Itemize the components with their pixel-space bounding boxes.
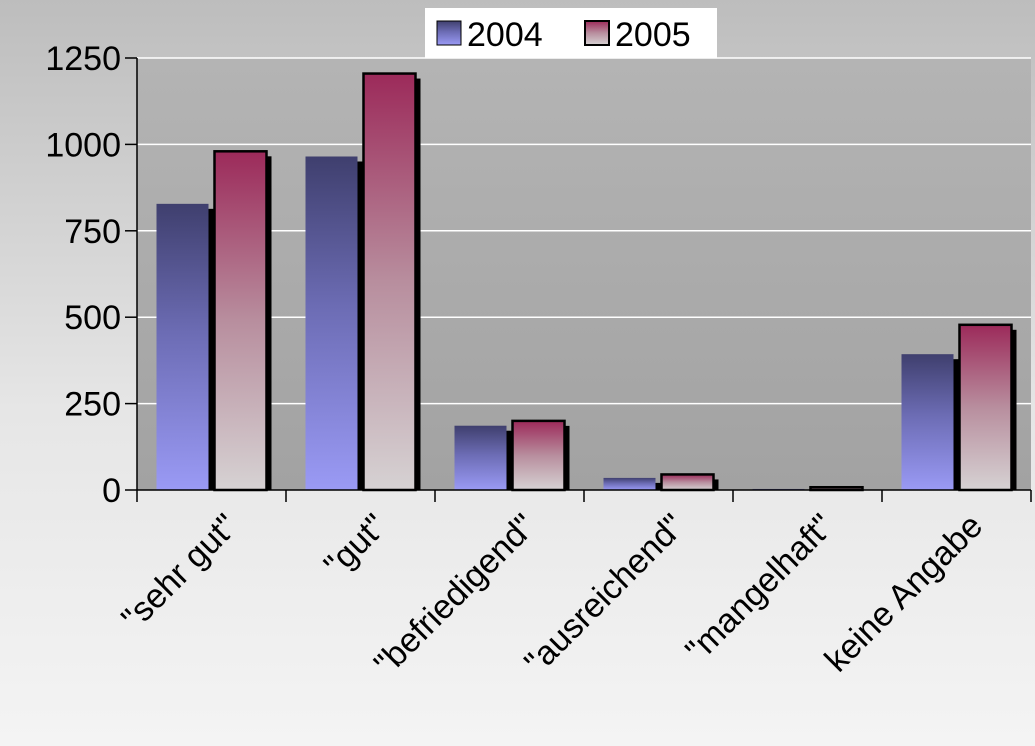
- x-axis-labels: "sehr gut" "gut""befriedigend""ausreichen…: [114, 507, 990, 683]
- bar-2005-2: [511, 419, 566, 492]
- x-category-label: "sehr gut": [114, 507, 245, 638]
- y-tick-label: 1000: [45, 126, 121, 164]
- legend-box: [425, 8, 717, 58]
- x-category-label: keine Angabe: [818, 507, 991, 680]
- legend: 2004 2005: [425, 8, 717, 58]
- bar-2004-5: [901, 354, 954, 490]
- bar-2004-2: [454, 425, 507, 490]
- bar-2004-1: [305, 156, 358, 490]
- y-axis-ticks: 0 250 500 750 1000 1250: [45, 40, 137, 510]
- bar-2004-0: [156, 203, 209, 490]
- x-category-label: "ausreichend": [517, 507, 692, 682]
- x-category-label: "mangelhaft": [678, 507, 841, 670]
- bar-2005-1: [362, 72, 417, 492]
- bar-2005-3: [660, 473, 715, 492]
- y-tick-label: 250: [64, 386, 121, 424]
- bars: [156, 72, 1017, 492]
- axes: [136, 58, 1032, 502]
- y-tick-label: 750: [64, 213, 121, 251]
- y-tick-label: 0: [102, 472, 121, 510]
- bar-2005-5: [958, 323, 1013, 492]
- x-category-label: "gut": [317, 507, 394, 584]
- legend-label-2004: 2004: [467, 16, 543, 54]
- legend-label-2005: 2005: [615, 16, 691, 54]
- y-tick-label: 1250: [45, 40, 121, 78]
- bar-2004-3: [603, 477, 656, 490]
- y-tick-label: 500: [64, 299, 121, 337]
- legend-swatch-2004: [436, 20, 462, 46]
- legend-swatch-2005: [584, 20, 610, 46]
- bar-2005-0: [213, 150, 268, 492]
- gridlines: [137, 57, 1031, 405]
- plot-area: [137, 58, 1031, 490]
